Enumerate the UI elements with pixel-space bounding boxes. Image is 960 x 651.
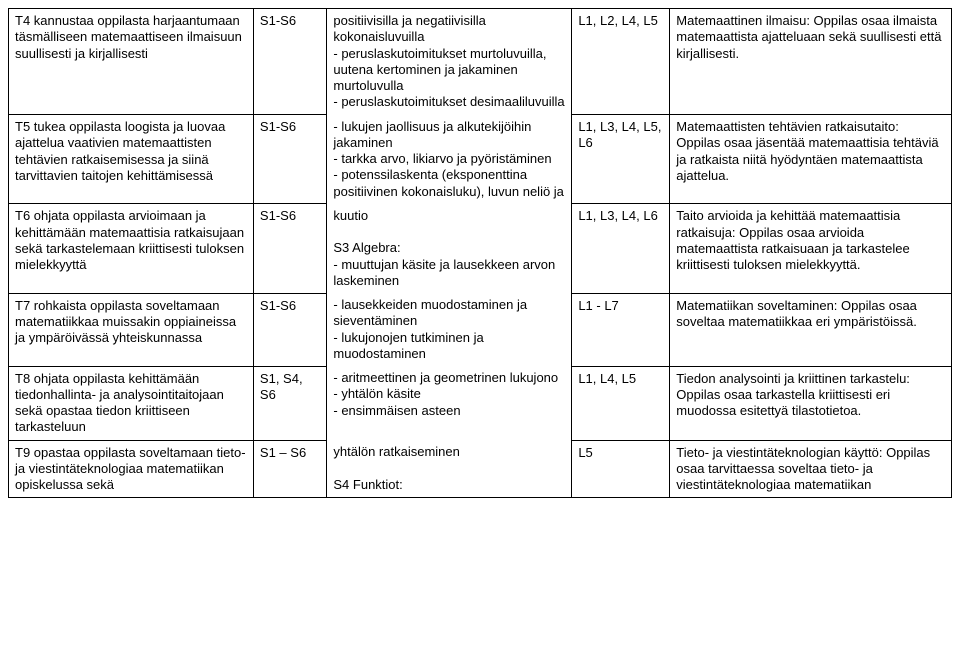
content-cell: - lausekkeiden muodostaminen ja sieventä… [327,293,572,366]
competence-cell: L1, L4, L5 [572,366,670,440]
table-row: T6 ohjata oppilasta arvioimaan ja kehitt… [9,204,952,293]
objective-cell: T7 rohkaista oppilasta soveltamaan matem… [9,293,254,366]
objective-cell: T5 tukea oppilasta loogista ja luovaa aj… [9,115,254,204]
objective-cell: T6 ohjata oppilasta arvioimaan ja kehitt… [9,204,254,293]
table-row: T4 kannustaa oppilasta harjaantumaan täs… [9,9,952,115]
assessment-cell: Matemaattinen ilmaisu: Oppilas osaa ilma… [670,9,952,115]
scope-cell: S1-S6 [253,9,326,115]
objective-cell: T8 ohjata oppilasta kehittämään tiedonha… [9,366,254,440]
objective-cell: T9 opastaa oppilasta soveltamaan tieto- … [9,440,254,498]
table-row: T8 ohjata oppilasta kehittämään tiedonha… [9,366,952,440]
scope-cell: S1-S6 [253,115,326,204]
table-row: T9 opastaa oppilasta soveltamaan tieto- … [9,440,952,498]
table-row: T5 tukea oppilasta loogista ja luovaa aj… [9,115,952,204]
curriculum-table: T4 kannustaa oppilasta harjaantumaan täs… [8,8,952,498]
competence-cell: L1, L3, L4, L5, L6 [572,115,670,204]
assessment-cell: Matemaattisten tehtävien ratkaisutaito: … [670,115,952,204]
assessment-cell: Tiedon analysointi ja kriittinen tarkast… [670,366,952,440]
scope-cell: S1, S4, S6 [253,366,326,440]
table-row: T7 rohkaista oppilasta soveltamaan matem… [9,293,952,366]
content-cell: - aritmeettinen ja geometrinen lukujono … [327,366,572,440]
assessment-cell: Matematiikan soveltaminen: Oppilas osaa … [670,293,952,366]
content-cell: yhtälön ratkaiseminen S4 Funktiot: [327,440,572,498]
assessment-cell: Taito arvioida ja kehittää matemaattisia… [670,204,952,293]
competence-cell: L1 - L7 [572,293,670,366]
content-cell: positiivisilla ja negatiivisilla kokonai… [327,9,572,115]
competence-cell: L1, L3, L4, L6 [572,204,670,293]
content-cell: - lukujen jaollisuus ja alkutekijöihin j… [327,115,572,204]
objective-cell: T4 kannustaa oppilasta harjaantumaan täs… [9,9,254,115]
assessment-cell: Tieto- ja viestintäteknologian käyttö: O… [670,440,952,498]
competence-cell: L1, L2, L4, L5 [572,9,670,115]
competence-cell: L5 [572,440,670,498]
scope-cell: S1-S6 [253,204,326,293]
scope-cell: S1-S6 [253,293,326,366]
content-cell: kuutio S3 Algebra: - muuttujan käsite ja… [327,204,572,293]
scope-cell: S1 – S6 [253,440,326,498]
